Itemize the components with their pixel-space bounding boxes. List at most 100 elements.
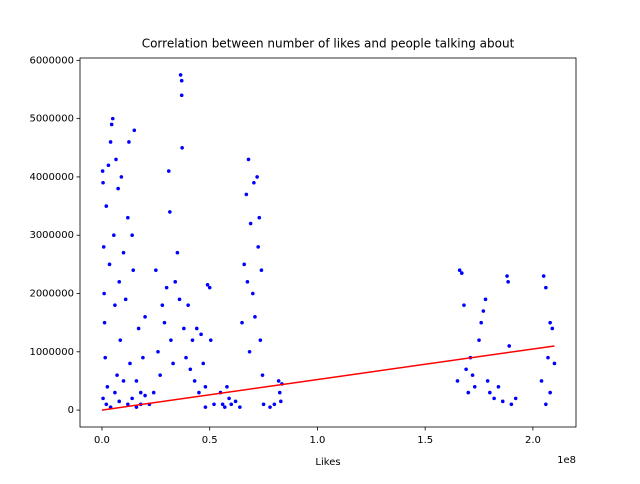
point xyxy=(179,78,184,83)
point xyxy=(130,396,134,401)
point xyxy=(496,384,501,389)
point xyxy=(131,268,136,272)
point xyxy=(102,320,107,325)
point xyxy=(233,399,238,404)
point xyxy=(143,315,147,319)
x-offset-label: 1e8 xyxy=(557,455,576,466)
point xyxy=(171,361,175,366)
point xyxy=(203,405,208,409)
x-tick-label: 0.5 xyxy=(202,435,218,446)
point xyxy=(101,180,105,185)
point xyxy=(505,274,509,278)
axes-frame xyxy=(79,57,577,428)
point xyxy=(123,297,128,302)
point xyxy=(158,373,162,377)
point xyxy=(203,384,208,389)
point xyxy=(112,233,116,238)
point xyxy=(138,390,143,395)
point xyxy=(154,268,158,272)
point xyxy=(107,262,112,267)
point xyxy=(178,73,183,77)
point xyxy=(168,210,172,214)
point xyxy=(117,399,122,404)
point xyxy=(143,393,147,398)
point xyxy=(134,379,139,383)
point xyxy=(118,338,123,342)
point xyxy=(513,396,518,401)
y-tick-label: 0 xyxy=(68,405,74,416)
point xyxy=(119,175,124,179)
point xyxy=(126,402,130,407)
point xyxy=(464,367,468,372)
x-tick-label: 2.0 xyxy=(525,435,541,446)
point xyxy=(548,390,552,395)
point xyxy=(242,262,246,267)
point xyxy=(134,405,139,409)
point xyxy=(104,204,109,208)
regression-line xyxy=(101,345,555,411)
point xyxy=(550,326,555,331)
chart-title: Correlation between number of likes and … xyxy=(142,37,515,51)
point xyxy=(247,350,252,354)
point xyxy=(544,402,548,407)
point xyxy=(121,250,126,255)
point xyxy=(186,303,190,307)
point xyxy=(113,303,117,307)
point xyxy=(227,396,231,401)
point xyxy=(127,140,131,144)
point xyxy=(488,390,492,395)
point xyxy=(103,355,108,360)
point xyxy=(220,402,225,407)
point xyxy=(201,361,206,366)
point xyxy=(261,402,266,407)
point xyxy=(507,344,512,348)
point xyxy=(197,390,201,395)
plot-area xyxy=(100,73,557,411)
point xyxy=(544,285,548,290)
point xyxy=(466,390,471,395)
point xyxy=(128,361,132,366)
point xyxy=(110,116,115,121)
point xyxy=(100,169,105,173)
point xyxy=(477,338,481,342)
point xyxy=(166,169,171,173)
point xyxy=(481,309,486,313)
point xyxy=(479,320,483,325)
y-tick-label: 3000000 xyxy=(29,230,74,241)
point xyxy=(199,332,203,337)
x-tick-label: 1.0 xyxy=(309,435,325,446)
point xyxy=(132,128,137,133)
point xyxy=(255,175,259,179)
point xyxy=(109,122,114,127)
point xyxy=(225,384,229,389)
point xyxy=(121,379,126,383)
point xyxy=(164,285,169,290)
point xyxy=(175,250,180,255)
point xyxy=(173,280,178,284)
point xyxy=(212,402,216,407)
point xyxy=(151,390,156,395)
point xyxy=(117,280,122,284)
x-axis-label: Likes xyxy=(315,457,340,468)
point xyxy=(256,245,260,249)
point xyxy=(548,320,552,325)
point xyxy=(246,157,251,162)
point xyxy=(177,297,182,302)
point xyxy=(188,367,193,372)
point xyxy=(483,297,488,302)
point xyxy=(251,291,255,296)
y-tick-label: 5000000 xyxy=(29,114,74,125)
point xyxy=(276,379,281,383)
point xyxy=(179,93,184,98)
point xyxy=(229,402,234,407)
point xyxy=(272,402,277,407)
point xyxy=(485,379,490,383)
point xyxy=(141,355,145,360)
point xyxy=(257,215,262,220)
point xyxy=(253,315,257,319)
point xyxy=(180,145,184,150)
point xyxy=(194,326,199,331)
point xyxy=(258,338,263,342)
point xyxy=(205,282,210,287)
